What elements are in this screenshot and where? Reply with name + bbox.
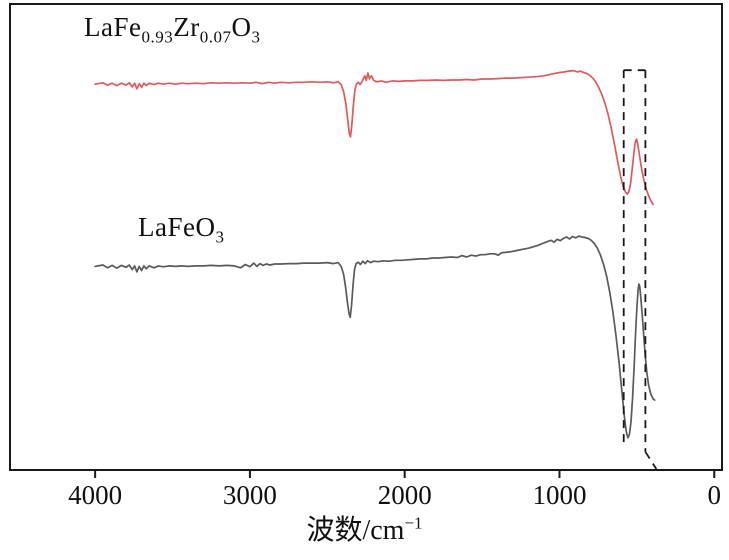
- spectrum-lafe093zr007o3: [94, 69, 654, 206]
- x-tick-label: 3000: [223, 480, 277, 510]
- series-label-lafeo3: LaFeO3: [138, 212, 225, 247]
- x-tick-label: 0: [708, 480, 722, 510]
- x-tick-label: 1000: [532, 480, 586, 510]
- spectrum-lafeo3: [94, 235, 656, 439]
- series-label-lafe-zr: LaFe0.93Zr0.07O3: [84, 12, 261, 47]
- x-tick-label: 2000: [378, 480, 432, 510]
- x-tick-label: 4000: [68, 480, 122, 510]
- x-axis-label: 波数/cm−1: [306, 513, 423, 546]
- dashed-band-marker: [644, 451, 658, 470]
- plot-frame: [9, 3, 723, 471]
